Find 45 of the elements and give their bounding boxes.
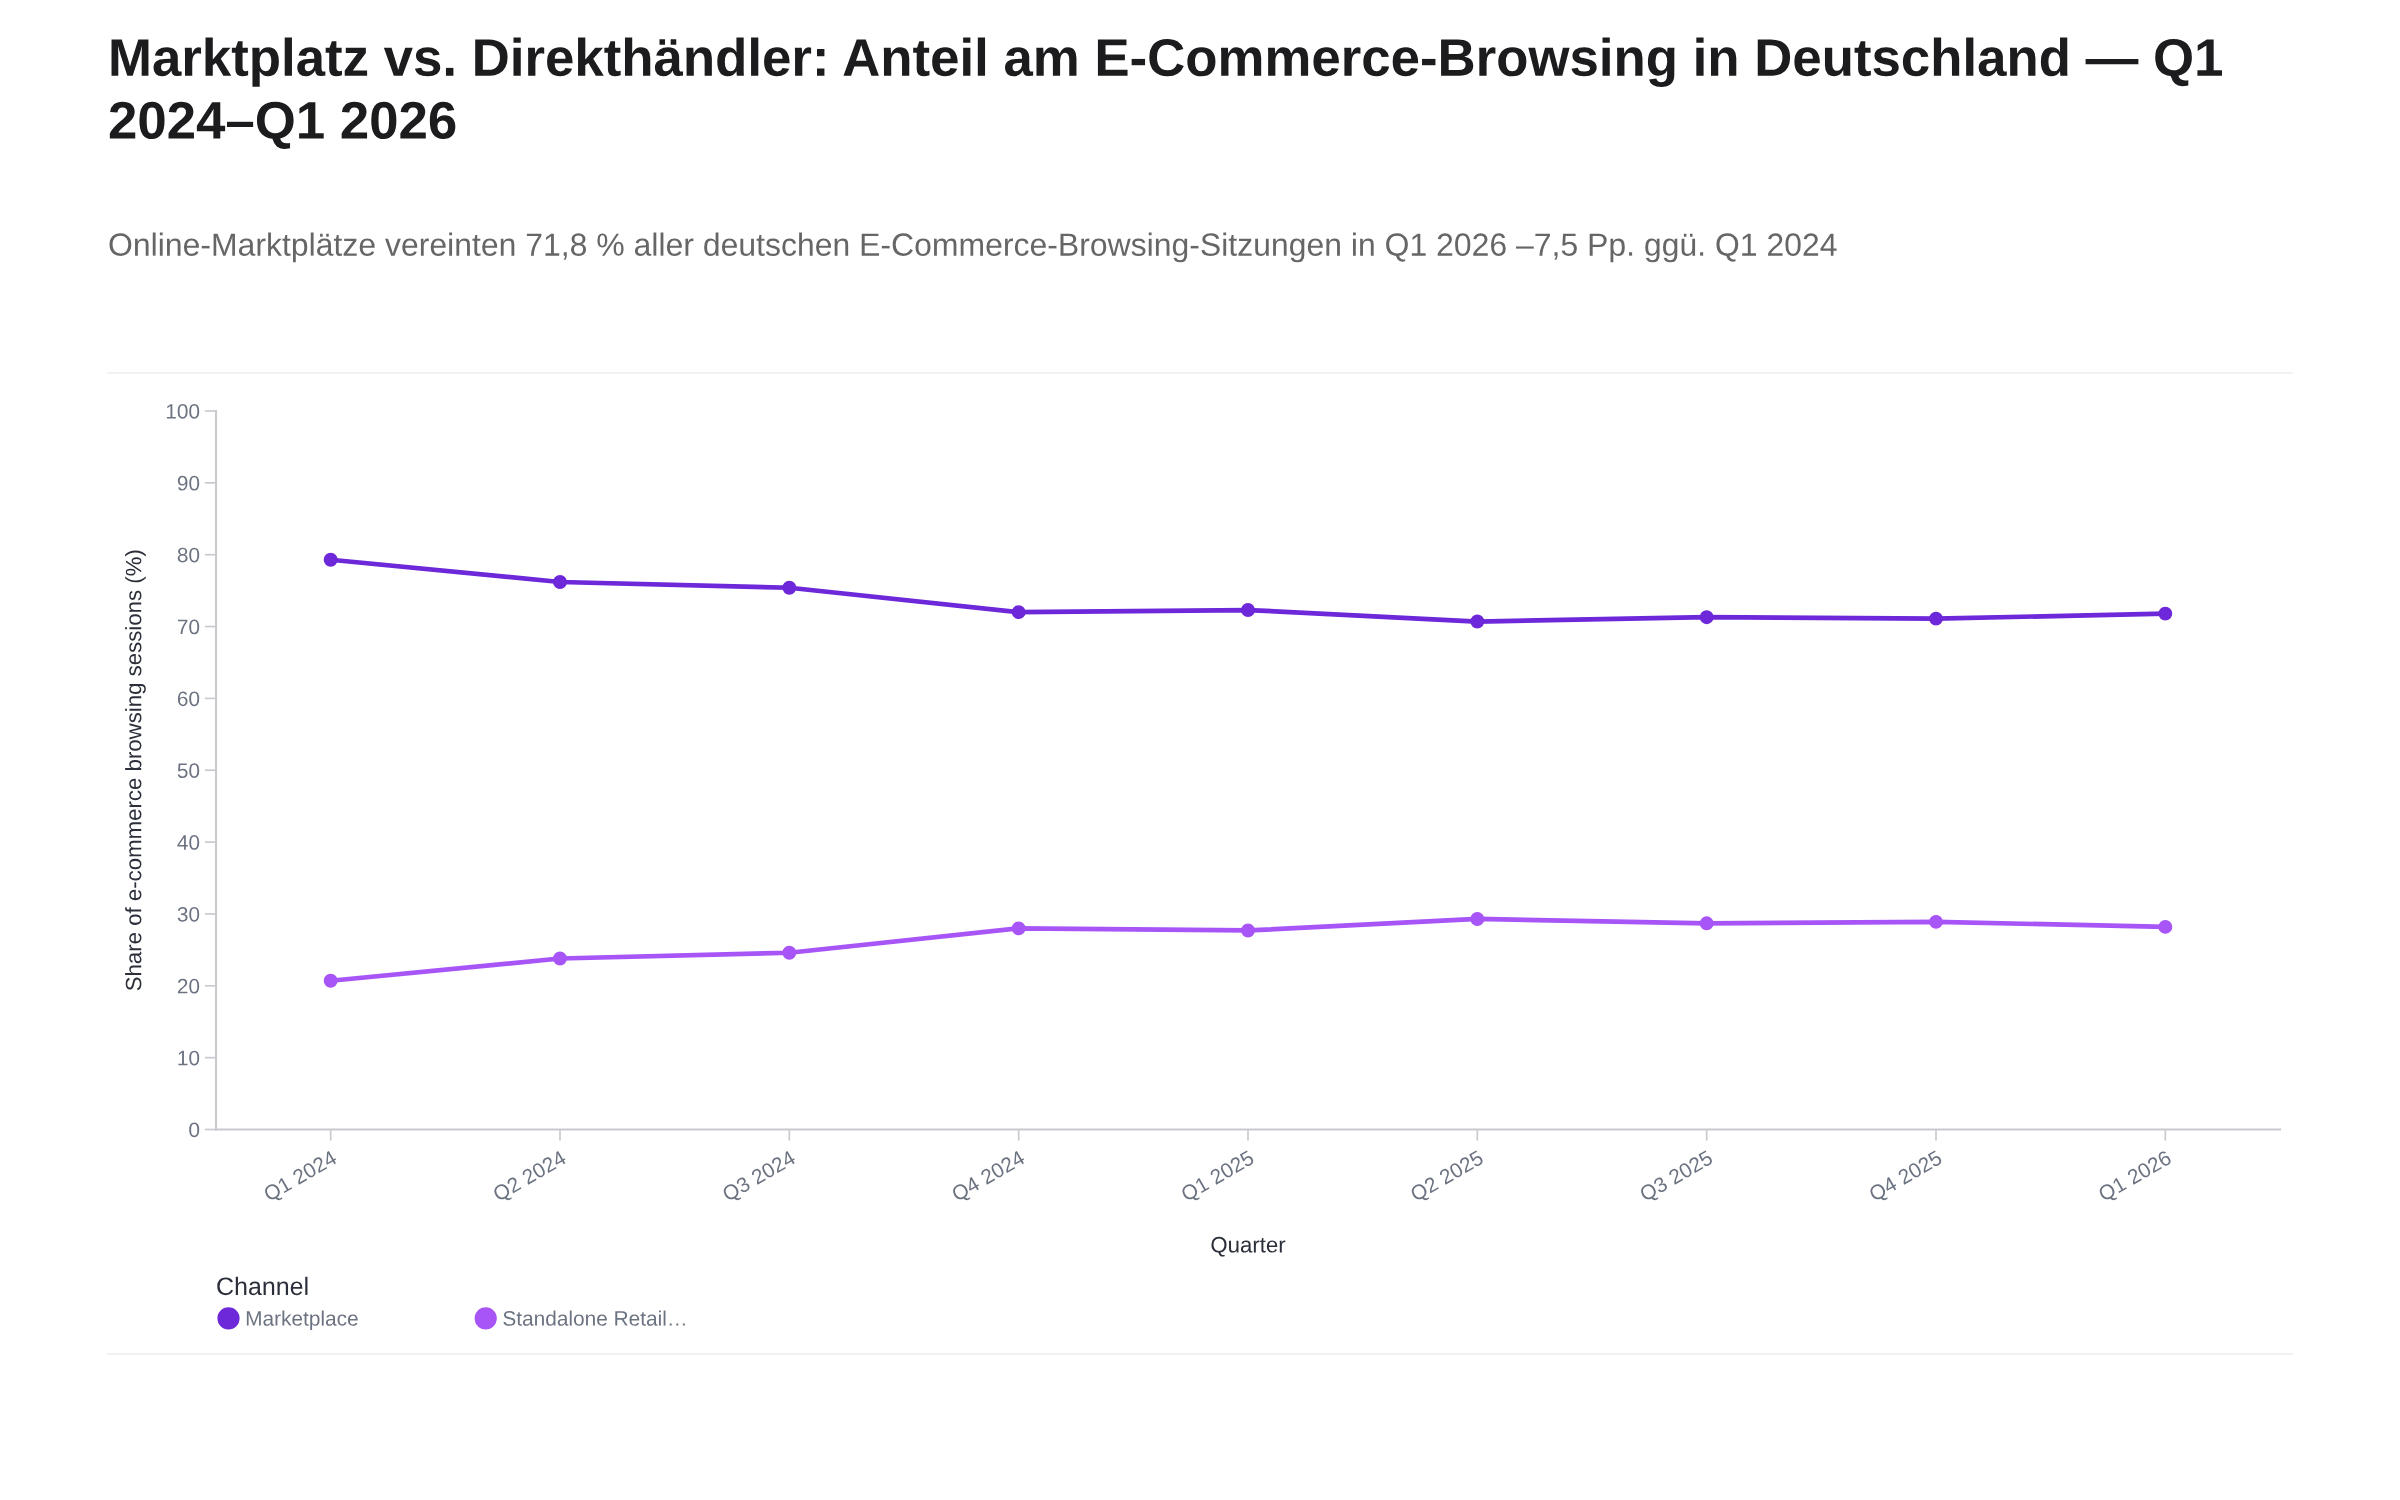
y-tick-label: 30	[177, 906, 200, 922]
point	[1011, 605, 1026, 620]
y-tick-label: 100	[166, 404, 200, 419]
y-tick-label: 80	[177, 547, 200, 563]
x-tick-label: Q4 2025	[1867, 1149, 1945, 1205]
point	[2158, 919, 2173, 934]
point	[1241, 923, 1255, 938]
point	[1011, 921, 1026, 936]
y-tick-label: 50	[177, 763, 200, 778]
point	[553, 575, 567, 589]
y-axis-title: Share of e-commerce browsing sessions (%)	[125, 550, 146, 991]
x-tick-label: Q3 2025	[1638, 1149, 1716, 1205]
point	[1929, 611, 1943, 626]
point	[553, 951, 567, 966]
y-tick-label: 40	[177, 835, 200, 850]
legend-label: Marketplace	[246, 1310, 358, 1330]
point	[1699, 916, 1714, 931]
legend-label: Standalone Retail…	[503, 1310, 685, 1326]
y-tick-label: 10	[178, 1050, 200, 1066]
x-tick-label: Q1 2024	[262, 1149, 340, 1205]
x-tick-label: Q2 2024	[491, 1149, 569, 1205]
x-tick-label: Q1 2026	[2097, 1149, 2175, 1205]
x-axis-title: Quarter	[1211, 1236, 1286, 1257]
chart-title: Marktplatz vs. Direkthändler: Anteil am E-Commerce-Browsing in Deutschland — Q1 2024–Q1 2026	[109, 37, 2222, 149]
point	[323, 973, 338, 988]
y-tick-label: 20	[177, 978, 200, 994]
point	[1929, 914, 1943, 929]
y-tick-label: 90	[177, 475, 200, 491]
chart-subtitle: Online-Marktplätze vereinten 71,8 % aller deutschen E-Commerce-Browsing-Sitzungen in Q1 2026 –7,5 Pp. ggü. Q1 2024	[109, 232, 1837, 263]
point	[323, 552, 338, 567]
x-tick-label: Q3 2024	[721, 1149, 799, 1205]
x-tick-label: Q1 2025	[1179, 1149, 1257, 1205]
point	[1699, 610, 1714, 625]
y-tick-label: 0	[189, 1122, 200, 1138]
legend-title: Channel	[217, 1276, 308, 1296]
point	[1470, 614, 1485, 629]
point	[2158, 606, 2173, 621]
y-tick-label: 70	[177, 619, 200, 635]
point	[1470, 912, 1485, 926]
point	[1241, 603, 1255, 617]
point	[782, 945, 797, 960]
x-tick-label: Q4 2024	[950, 1149, 1028, 1205]
x-tick-label: Q2 2025	[1409, 1149, 1487, 1205]
point	[782, 580, 797, 595]
y-tick-label: 60	[177, 691, 200, 707]
